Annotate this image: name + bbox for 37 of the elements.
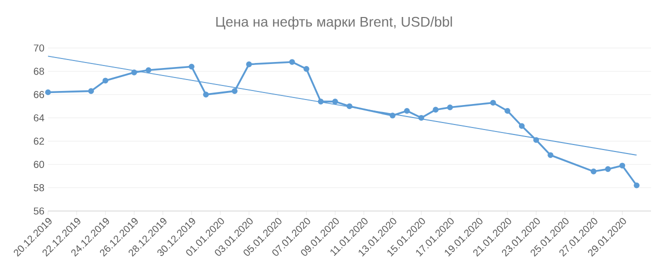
point xyxy=(188,64,194,70)
y-tick-label: 58 xyxy=(34,184,44,192)
point xyxy=(304,66,310,72)
y-tick-label: 68 xyxy=(34,68,44,75)
point xyxy=(332,98,338,104)
point xyxy=(390,112,396,118)
point xyxy=(590,168,596,174)
point xyxy=(45,89,51,96)
y-tick-label: 70 xyxy=(34,44,44,52)
point xyxy=(518,123,525,129)
point xyxy=(346,103,352,110)
y-tick-label: 56 xyxy=(34,207,44,215)
point xyxy=(404,108,410,114)
y-tick-label: 66 xyxy=(34,91,44,98)
point xyxy=(88,88,94,94)
point xyxy=(619,162,626,168)
point xyxy=(102,78,108,84)
point xyxy=(447,104,453,110)
point xyxy=(533,137,540,143)
point xyxy=(548,152,554,158)
point xyxy=(246,61,252,68)
y-tick-label: 64 xyxy=(34,114,44,122)
point xyxy=(232,88,238,94)
point xyxy=(146,67,152,74)
point xyxy=(318,98,324,104)
point xyxy=(203,92,209,98)
point xyxy=(634,182,640,188)
point xyxy=(418,114,424,121)
point xyxy=(504,108,510,114)
y-tick-label: 60 xyxy=(34,160,44,168)
y-tick-label: 62 xyxy=(34,138,44,145)
chart-title: Цена на нефть марки Brent, USD/bbl xyxy=(216,16,452,30)
point xyxy=(605,166,611,172)
point xyxy=(131,70,138,76)
point xyxy=(432,106,439,113)
point xyxy=(490,100,496,106)
point xyxy=(289,59,295,65)
